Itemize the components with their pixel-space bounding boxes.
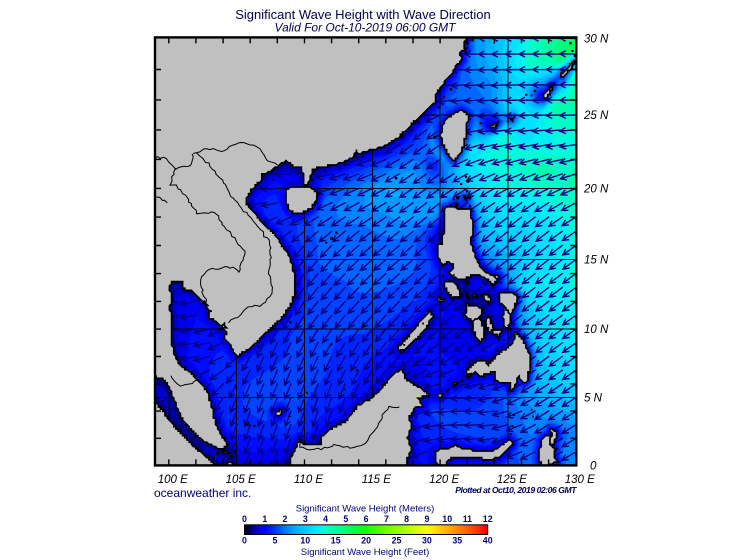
- svg-text:20: 20: [361, 536, 371, 546]
- svg-text:2: 2: [283, 514, 288, 524]
- svg-text:10: 10: [300, 536, 310, 546]
- svg-text:25: 25: [392, 536, 402, 546]
- svg-text:7: 7: [384, 514, 389, 524]
- svg-text:9: 9: [424, 514, 429, 524]
- svg-text:125 E: 125 E: [497, 474, 527, 486]
- svg-text:110 E: 110 E: [294, 474, 324, 486]
- svg-text:35: 35: [452, 536, 462, 546]
- svg-text:oceanweather inc.: oceanweather inc.: [154, 486, 251, 500]
- svg-text:8: 8: [404, 514, 409, 524]
- svg-text:25 N: 25 N: [583, 110, 609, 122]
- svg-text:100 E: 100 E: [158, 474, 188, 486]
- svg-text:40: 40: [483, 536, 493, 546]
- svg-text:10: 10: [442, 514, 452, 524]
- svg-text:15: 15: [331, 536, 341, 546]
- svg-text:12: 12: [483, 514, 493, 524]
- svg-text:Plotted at Oct10, 2019 02:06 G: Plotted at Oct10, 2019 02:06 GMT: [455, 485, 577, 495]
- svg-text:5: 5: [343, 514, 348, 524]
- svg-text:0: 0: [242, 514, 247, 524]
- svg-text:30: 30: [422, 536, 432, 546]
- svg-text:30 N: 30 N: [584, 34, 609, 46]
- svg-text:Valid For Oct-10-2019 06:00 GM: Valid For Oct-10-2019 06:00 GMT: [275, 21, 458, 35]
- svg-text:105 E: 105 E: [226, 474, 256, 486]
- svg-text:4: 4: [323, 514, 328, 524]
- svg-text:5: 5: [272, 536, 277, 546]
- svg-text:130 E: 130 E: [565, 474, 595, 486]
- svg-text:10 N: 10 N: [584, 324, 609, 336]
- svg-text:1: 1: [262, 514, 267, 524]
- svg-text:0: 0: [242, 536, 247, 546]
- svg-text:120 E: 120 E: [429, 474, 459, 486]
- svg-text:6: 6: [364, 514, 369, 524]
- svg-text:11: 11: [463, 514, 472, 524]
- svg-text:Significant Wave Height (Feet): Significant Wave Height (Feet): [301, 547, 429, 558]
- svg-text:115 E: 115 E: [362, 474, 392, 486]
- svg-text:5 N: 5 N: [584, 393, 603, 405]
- svg-text:20 N: 20 N: [583, 183, 609, 195]
- svg-text:Significant Wave Height (Meter: Significant Wave Height (Meters): [296, 504, 435, 515]
- svg-text:3: 3: [303, 514, 308, 524]
- svg-text:0: 0: [590, 460, 597, 472]
- svg-text:Significant Wave Height with W: Significant Wave Height with Wave Direct…: [235, 7, 491, 22]
- svg-text:15 N: 15 N: [584, 255, 609, 267]
